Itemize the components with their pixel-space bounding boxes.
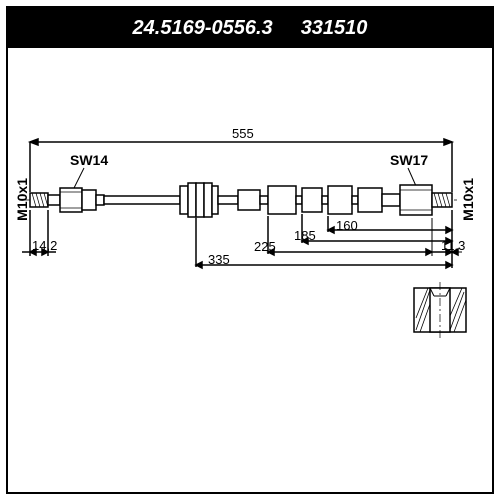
- technical-drawing: [0, 0, 500, 500]
